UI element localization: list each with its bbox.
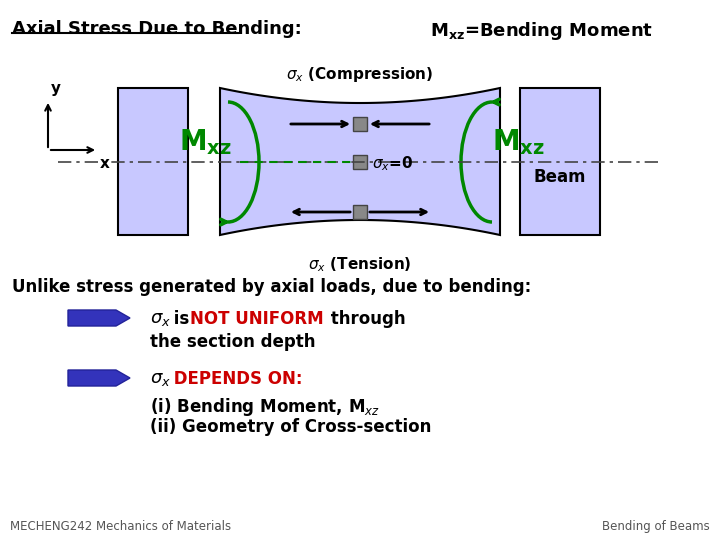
Text: DEPENDS ON:: DEPENDS ON:: [168, 370, 302, 388]
Bar: [353, 205, 367, 219]
Text: MECHENG242 Mechanics of Materials: MECHENG242 Mechanics of Materials: [10, 520, 231, 533]
Text: M$_{\mathbf{xz}}$=Bending Moment: M$_{\mathbf{xz}}$=Bending Moment: [430, 20, 653, 42]
Text: through: through: [325, 310, 405, 328]
Text: $\mathbf{M_{xz}}$: $\mathbf{M_{xz}}$: [492, 127, 544, 157]
Text: $\mathbf{M_{xz}}$: $\mathbf{M_{xz}}$: [179, 127, 231, 157]
Text: x: x: [100, 156, 110, 171]
Text: $\sigma_x$ (Tension): $\sigma_x$ (Tension): [308, 255, 412, 274]
Text: the section depth: the section depth: [150, 333, 315, 351]
Text: $\sigma_x$ (Compression): $\sigma_x$ (Compression): [287, 65, 433, 84]
Text: $\sigma_x$: $\sigma_x$: [150, 310, 171, 328]
FancyArrow shape: [68, 310, 130, 326]
Text: (ii) Geometry of Cross-section: (ii) Geometry of Cross-section: [150, 418, 431, 436]
Text: NOT UNIFORM: NOT UNIFORM: [190, 310, 323, 328]
Bar: [520, 88, 600, 235]
FancyArrow shape: [68, 370, 130, 386]
Text: y: y: [51, 81, 61, 96]
Text: $\sigma_x$=0: $\sigma_x$=0: [372, 154, 413, 173]
Text: $\sigma_x$: $\sigma_x$: [150, 370, 171, 388]
Text: Axial Stress Due to Bending:: Axial Stress Due to Bending:: [12, 20, 302, 38]
Text: Bending of Beams: Bending of Beams: [602, 520, 710, 533]
Bar: [353, 155, 367, 169]
Text: (i) Bending Moment, M$_{xz}$: (i) Bending Moment, M$_{xz}$: [150, 396, 380, 418]
Text: Beam: Beam: [534, 167, 586, 186]
Text: Unlike stress generated by axial loads, due to bending:: Unlike stress generated by axial loads, …: [12, 278, 531, 296]
Bar: [118, 88, 188, 235]
Polygon shape: [220, 88, 500, 235]
Bar: [353, 117, 367, 131]
Text: is: is: [168, 310, 195, 328]
